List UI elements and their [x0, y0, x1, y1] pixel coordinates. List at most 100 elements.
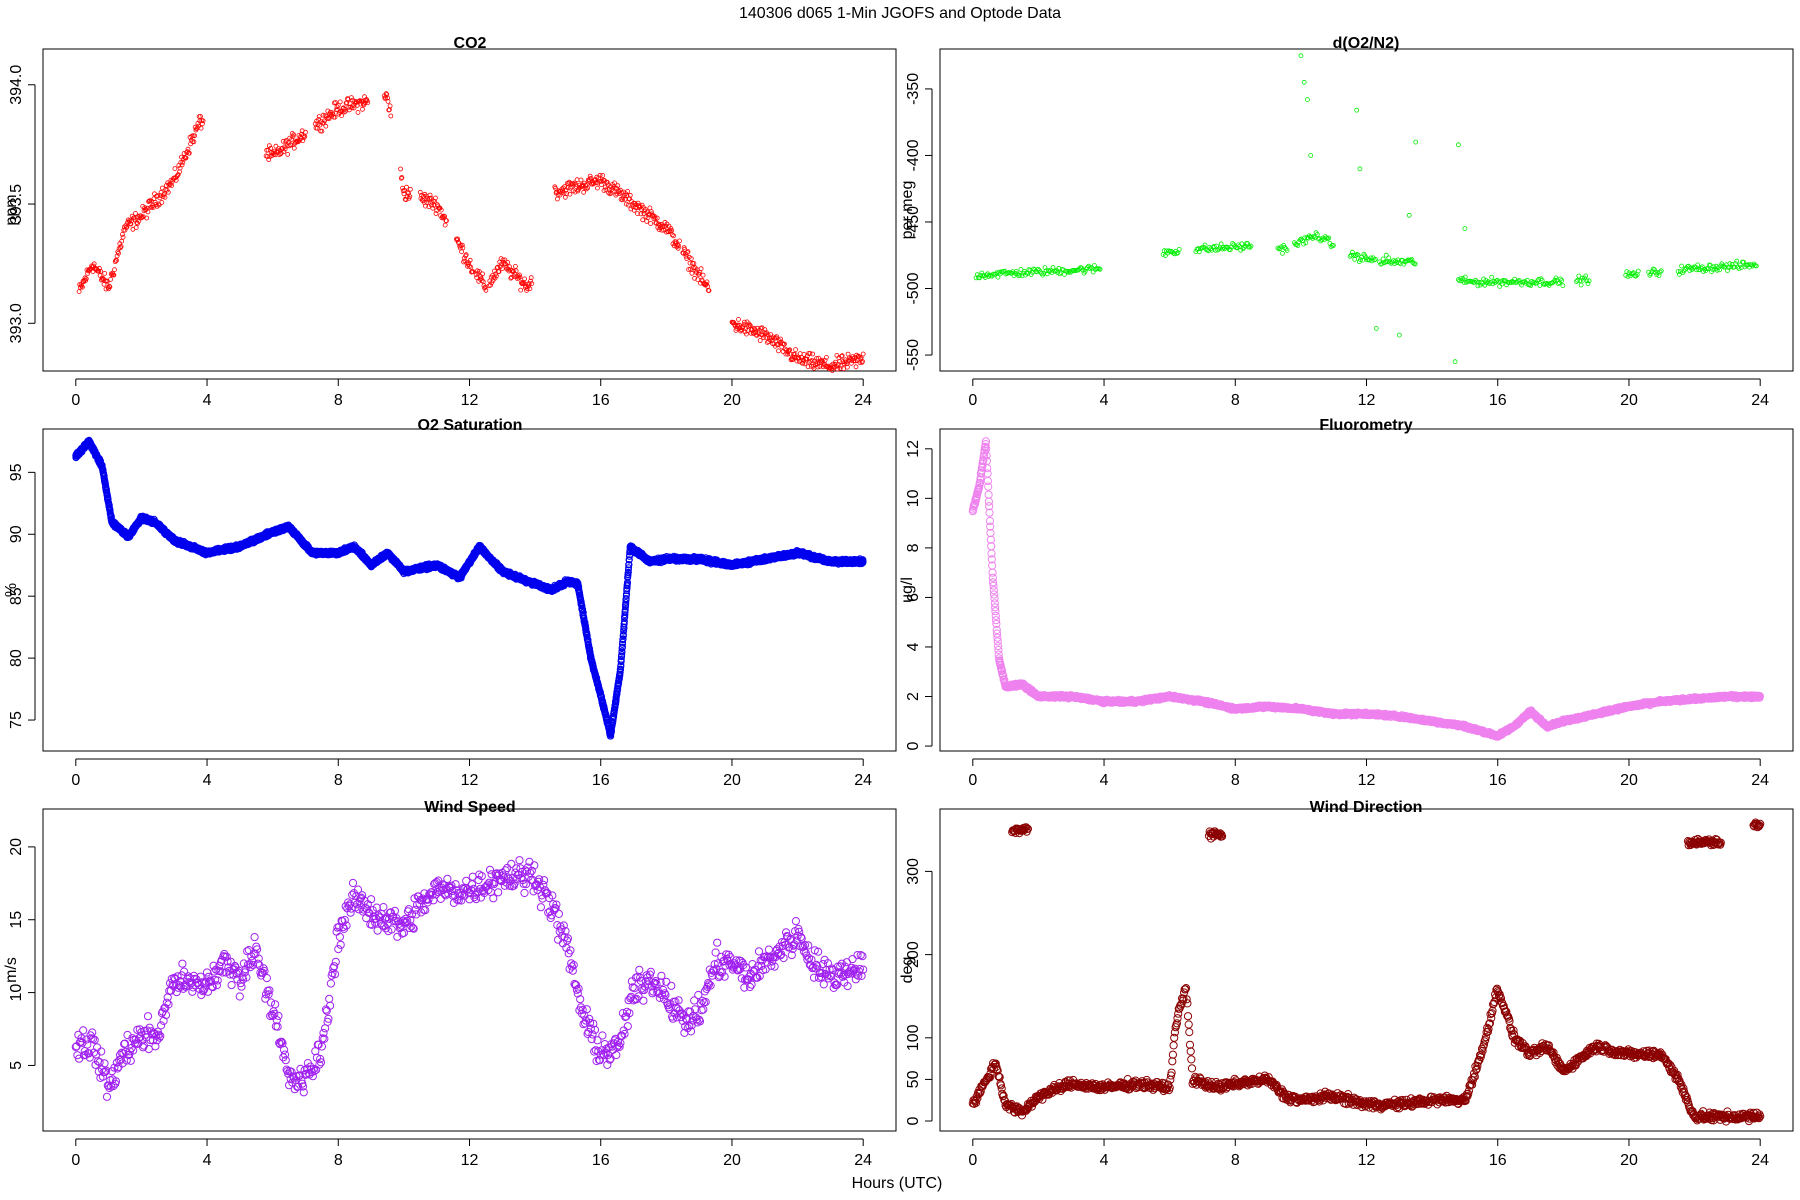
co2-point [603, 187, 609, 193]
co2-point [337, 99, 343, 105]
co2-point [675, 245, 681, 251]
co2-point [612, 180, 617, 186]
co2-point [162, 194, 168, 200]
co2-point [199, 121, 205, 127]
co2-x-axis: 0 4 8 12 16 20 24 [71, 378, 872, 409]
x-axis-label: Hours (UTC) [852, 1175, 943, 1192]
co2-point [442, 222, 448, 228]
co2-point [614, 185, 619, 191]
co2-point [459, 242, 465, 248]
co2-point [644, 218, 650, 224]
co2-point [736, 316, 741, 322]
co2-point [509, 274, 514, 280]
co2-point [96, 268, 102, 274]
co2-point [161, 191, 167, 197]
o2sat-plot-frame [42, 428, 897, 752]
co2-point [159, 199, 165, 205]
co2-point [757, 338, 763, 343]
co2-point [178, 159, 184, 165]
d_o2n2-outlier-point [1357, 166, 1363, 172]
co2-point [761, 335, 766, 340]
co2-point [698, 266, 704, 272]
co2-point [768, 332, 774, 338]
co2-point [513, 268, 519, 274]
d_o2n2-outlier-point [1462, 226, 1468, 232]
co2-point [124, 224, 130, 230]
co2-x-tick-label: 24 [854, 392, 872, 409]
o2sat-y-tick-label: 90 [8, 525, 25, 543]
co2-point [433, 211, 439, 216]
co2-point [587, 173, 593, 179]
co2-point [528, 275, 534, 281]
co2-point [505, 259, 511, 265]
co2-point [677, 238, 682, 244]
co2-point [517, 274, 523, 280]
o2sat-x-axis: 0 4 8 12 16 20 24 [71, 758, 872, 789]
o2sat-y-tick-label: 80 [8, 649, 25, 667]
co2-point [676, 243, 682, 249]
o2sat-x-tick-label: 24 [854, 772, 872, 789]
co2-point [303, 129, 308, 135]
co2-point [615, 183, 621, 189]
d_o2n2-x-tick-label: 12 [1358, 392, 1376, 409]
co2-point [385, 99, 391, 104]
co2-point [507, 264, 512, 270]
co2-point [407, 194, 413, 199]
co2-point [600, 173, 606, 178]
co2-point [175, 172, 180, 178]
co2-point [264, 154, 270, 160]
co2-point [91, 261, 97, 267]
co2-point [83, 276, 89, 282]
co2-point [656, 221, 661, 227]
co2-point [383, 91, 389, 96]
co2-point [444, 218, 449, 224]
co2-point [427, 192, 433, 198]
co2-point [488, 282, 493, 288]
co2-point [688, 256, 694, 262]
co2-point [493, 271, 499, 277]
d_o2n2-point [1635, 268, 1641, 274]
d_o2n2-point [1734, 258, 1740, 264]
co2-point [399, 174, 405, 180]
co2-point [385, 95, 390, 101]
co2-point [638, 211, 644, 217]
co2-point [648, 209, 654, 215]
co2-point [479, 278, 485, 284]
co2-point [282, 144, 287, 150]
co2-point [432, 195, 438, 201]
co2-x-tick-label: 0 [71, 392, 80, 409]
co2-point [682, 246, 688, 252]
co2-point [747, 323, 753, 328]
d_o2n2-outlier-point [1301, 79, 1307, 85]
co2-point [689, 270, 695, 276]
co2-point [853, 364, 859, 370]
co2-point [529, 281, 535, 287]
co2-point [404, 184, 409, 190]
co2-point [388, 113, 394, 119]
co2-point [172, 166, 178, 172]
co2-point [463, 252, 469, 258]
co2-point [289, 136, 295, 142]
co2-point [699, 277, 705, 283]
d-o2n2-title: d(O2/N2) [1333, 35, 1400, 52]
co2-point [640, 217, 646, 223]
co2-point [333, 100, 339, 105]
co2-point [555, 196, 560, 202]
d_o2n2-outlier-point [1452, 359, 1458, 365]
co2-point [288, 142, 294, 148]
co2-point [567, 191, 573, 197]
co2-point [686, 267, 692, 272]
co2-x-tick-label: 8 [334, 392, 343, 409]
co2-point [700, 272, 706, 278]
co2-point [483, 287, 489, 293]
d_o2n2-y-tick-label: -550 [905, 339, 922, 371]
co2-point [138, 213, 144, 219]
co2-ylabel: ppm [3, 194, 20, 225]
co2-point [291, 145, 297, 151]
co2-point [438, 207, 444, 213]
co2-point [631, 207, 637, 213]
co2-point [526, 281, 532, 287]
co2-point [688, 266, 693, 272]
co2-point [460, 245, 466, 251]
